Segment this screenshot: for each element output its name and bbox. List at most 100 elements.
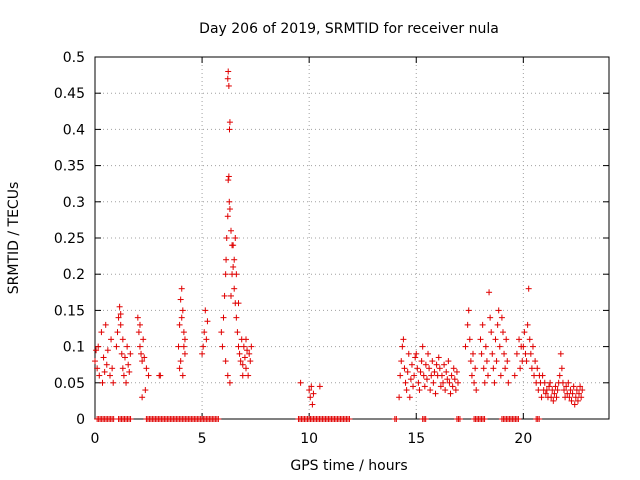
data-point: [486, 289, 493, 296]
data-point: [462, 343, 469, 350]
data-point: [561, 387, 568, 394]
data-point: [402, 379, 409, 386]
data-point: [110, 379, 117, 386]
data-point: [564, 390, 571, 397]
data-point: [230, 263, 237, 270]
data-point: [227, 292, 234, 299]
data-point: [501, 350, 508, 357]
data-point: [418, 358, 425, 365]
y-tick-label: 0.15: [54, 303, 85, 319]
data-point: [431, 368, 438, 375]
data-point: [226, 126, 233, 133]
data-point: [445, 358, 452, 365]
data-point: [453, 368, 460, 375]
data-point: [427, 387, 434, 394]
data-point: [92, 358, 98, 365]
data-point: [437, 383, 444, 390]
data-point: [200, 343, 207, 350]
data-point: [559, 379, 566, 386]
data-point: [554, 387, 561, 394]
y-tick-label: 0: [76, 412, 85, 428]
data-point: [123, 379, 130, 386]
data-point: [226, 206, 233, 213]
data-point: [204, 318, 211, 325]
data-point: [136, 321, 143, 328]
data-point: [432, 390, 439, 397]
data-point: [452, 387, 459, 394]
data-point: [430, 379, 437, 386]
data-point: [482, 343, 489, 350]
data-point: [481, 379, 488, 386]
data-point: [425, 350, 432, 357]
data-point: [114, 329, 121, 336]
y-tick-label: 0.25: [54, 231, 85, 247]
data-point: [504, 358, 511, 365]
data-point: [113, 343, 120, 350]
data-point: [202, 307, 209, 314]
data-point: [577, 383, 584, 390]
data-point: [177, 358, 184, 365]
data-point: [241, 354, 248, 361]
data-point: [118, 350, 125, 357]
data-point: [98, 329, 105, 336]
data-point: [480, 365, 487, 372]
data-point: [451, 376, 458, 383]
data-point: [220, 314, 227, 321]
data-point: [433, 361, 440, 368]
data-point: [553, 394, 560, 401]
data-point: [219, 343, 226, 350]
data-point: [546, 383, 553, 390]
data-point: [441, 361, 448, 368]
data-point: [181, 350, 188, 357]
data-point: [550, 397, 557, 404]
data-point: [226, 119, 233, 126]
data-point: [141, 354, 148, 361]
data-point: [484, 372, 491, 379]
data-point: [440, 379, 447, 386]
data-point: [201, 329, 208, 336]
data-point: [567, 387, 574, 394]
data-point: [413, 350, 420, 357]
data-point: [227, 227, 234, 234]
data-point: [527, 350, 534, 357]
data-point: [513, 350, 520, 357]
data-point: [404, 368, 411, 375]
data-point: [526, 336, 533, 343]
data-point: [543, 387, 550, 394]
data-point: [468, 372, 475, 379]
data-point: [479, 321, 486, 328]
data-point: [493, 358, 500, 365]
data-point: [568, 397, 575, 404]
data-point: [558, 365, 565, 372]
data-point: [411, 372, 418, 379]
data-point: [447, 390, 454, 397]
data-point: [181, 336, 188, 343]
data-points: [92, 68, 586, 422]
data-point: [226, 379, 233, 386]
data-point: [225, 173, 232, 180]
data-point: [414, 365, 421, 372]
data-point: [127, 416, 134, 422]
data-point: [446, 379, 453, 386]
data-point: [574, 397, 581, 404]
data-point: [180, 329, 187, 336]
data-point: [470, 350, 477, 357]
data-point: [139, 394, 146, 401]
data-point: [489, 350, 496, 357]
data-point: [456, 416, 463, 422]
data-point: [399, 343, 406, 350]
data-point: [346, 416, 353, 422]
data-point: [106, 372, 113, 379]
data-point: [215, 416, 222, 422]
data-point: [127, 350, 134, 357]
data-point: [117, 321, 124, 328]
data-point: [308, 383, 315, 390]
data-point: [495, 307, 502, 314]
data-point: [221, 292, 228, 299]
data-point: [224, 372, 231, 379]
data-point: [310, 390, 317, 397]
data-point: [94, 365, 101, 372]
data-point: [552, 383, 559, 390]
data-point: [179, 307, 186, 314]
data-point: [473, 387, 480, 394]
